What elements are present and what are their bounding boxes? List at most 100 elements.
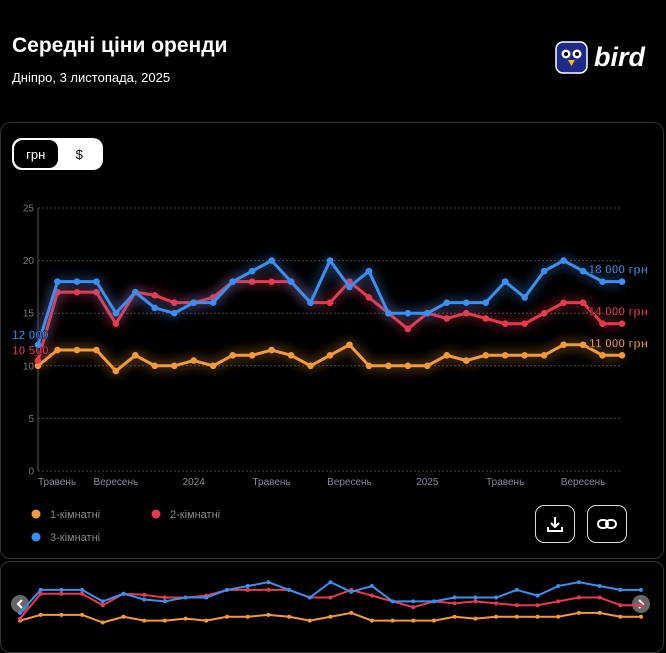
- navigator-point: [452, 595, 457, 600]
- navigator-point: [245, 587, 250, 592]
- data-point: [34, 362, 42, 370]
- data-point: [229, 351, 236, 359]
- data-point: [326, 351, 334, 359]
- navigator-point: [390, 618, 395, 623]
- series-line: [36, 279, 622, 361]
- navigator-point: [556, 599, 561, 604]
- data-point: [618, 320, 626, 328]
- data-point: [326, 299, 334, 306]
- y-tick-label: 5: [28, 414, 34, 425]
- toggle-uah[interactable]: грн: [14, 140, 58, 168]
- data-point: [599, 320, 606, 328]
- x-tick-label: 2024: [183, 477, 206, 488]
- data-point: [229, 278, 236, 285]
- data-point: [618, 278, 626, 285]
- navigator-point: [100, 620, 105, 625]
- navigator-point: [142, 618, 147, 623]
- logo[interactable]: bird: [555, 41, 645, 74]
- value-label: 12 000: [12, 328, 49, 342]
- data-point: [73, 288, 81, 296]
- navigator-point: [307, 618, 312, 623]
- data-point: [521, 351, 528, 359]
- legend-label: 3-кімнатні: [50, 532, 100, 544]
- data-point: [365, 362, 373, 370]
- navigator-point: [183, 616, 188, 621]
- data-point: [307, 299, 314, 306]
- data-point: [248, 278, 256, 285]
- link-button[interactable]: [587, 505, 627, 543]
- navigator-point: [432, 618, 436, 623]
- navigator-point: [514, 587, 519, 592]
- navigator-point: [204, 595, 209, 600]
- navigator-point: [245, 614, 250, 619]
- navigator-point: [597, 610, 602, 615]
- navigator-point: [432, 599, 436, 604]
- download-button[interactable]: [535, 505, 575, 543]
- currency-toggle: грн $: [12, 138, 103, 170]
- data-point: [307, 362, 314, 370]
- navigator-point: [349, 610, 354, 615]
- navigator-point: [556, 584, 561, 589]
- navigator-point: [121, 614, 126, 619]
- navigator-point: [307, 595, 312, 600]
- navigator-point: [514, 603, 519, 608]
- value-label: 11 000 грн: [589, 336, 648, 350]
- navigator-point: [639, 603, 643, 608]
- data-point: [560, 257, 567, 264]
- data-point: [268, 278, 275, 285]
- navigator-point: [452, 601, 457, 606]
- navigator-point: [100, 599, 105, 604]
- navigator-point: [618, 587, 623, 592]
- data-point: [73, 278, 81, 285]
- data-point: [34, 341, 42, 349]
- navigator-line: [19, 588, 641, 620]
- navigator-point: [514, 614, 519, 619]
- navigator-point: [369, 593, 374, 598]
- value-label: 10 500: [12, 344, 49, 358]
- navigator-point: [225, 587, 229, 592]
- navigator-point: [287, 614, 292, 619]
- navigator-point: [639, 614, 643, 619]
- data-point: [190, 357, 198, 364]
- navigator-point: [328, 595, 333, 600]
- data-point: [540, 309, 548, 317]
- data-point: [151, 304, 159, 312]
- navigator-point: [349, 589, 354, 594]
- navigator-point: [100, 603, 105, 608]
- y-tick-label: 10: [23, 361, 35, 372]
- navigator-point: [80, 612, 85, 617]
- navigator-point: [18, 616, 22, 621]
- navigator-point: [411, 605, 416, 610]
- x-tick-label: Травень: [253, 477, 291, 488]
- data-point: [93, 278, 100, 285]
- data-point: [599, 351, 606, 359]
- data-point: [462, 299, 470, 306]
- data-point: [170, 362, 178, 370]
- toggle-usd[interactable]: $: [75, 146, 83, 162]
- data-point: [482, 299, 490, 306]
- data-point: [132, 288, 139, 296]
- logo-icon: [555, 41, 588, 74]
- navigator-point: [204, 618, 209, 623]
- navigator-point: [80, 587, 85, 592]
- data-point: [501, 320, 509, 328]
- data-point: [346, 283, 353, 291]
- y-tick-label: 15: [23, 309, 35, 320]
- navigator-point: [452, 614, 457, 619]
- navigator-point: [245, 584, 250, 589]
- data-point: [443, 299, 451, 306]
- navigator-point: [38, 612, 43, 617]
- title: Середні ціни оренди: [12, 34, 228, 57]
- data-point: [170, 309, 178, 317]
- data-point: [540, 267, 548, 275]
- data-point: [618, 351, 626, 359]
- navigator-point: [162, 599, 167, 604]
- data-point: [209, 362, 217, 370]
- data-point: [443, 351, 451, 359]
- data-point: [112, 309, 120, 317]
- data-point: [404, 362, 412, 370]
- data-point: [346, 341, 353, 349]
- data-point: [560, 341, 567, 349]
